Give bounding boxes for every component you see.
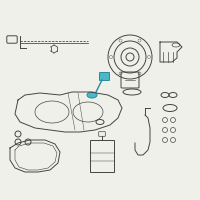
Ellipse shape bbox=[87, 92, 97, 98]
FancyBboxPatch shape bbox=[100, 72, 110, 80]
